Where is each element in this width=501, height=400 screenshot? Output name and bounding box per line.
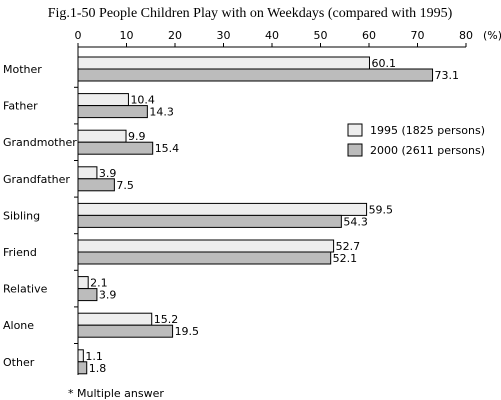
bar-2000 [77, 68, 434, 82]
category-label: Sibling [3, 209, 40, 222]
bar-2000 [77, 288, 98, 302]
x-tick-label: 40 [265, 29, 279, 42]
legend: 1995 (1825 persons) 2000 (2611 persons) [347, 123, 485, 157]
data-label: 73.1 [435, 69, 460, 82]
x-tick-label: 30 [217, 29, 231, 42]
data-label: 14.3 [149, 106, 174, 119]
bar-2000 [77, 214, 342, 228]
data-label: 54.3 [343, 215, 368, 228]
bar-2000 [77, 361, 88, 375]
category-label: Friend [3, 246, 37, 259]
data-label: 3.9 [99, 167, 117, 180]
data-label: 9.9 [128, 130, 146, 143]
category-label: Alone [3, 319, 34, 332]
footnote: * Multiple answer [68, 387, 164, 400]
axis: 0 10 20 30 40 50 60 70 80 (%) Mother Father Grandmot… [3, 29, 501, 375]
legend-label: 1995 (1825 persons) [370, 124, 485, 137]
bar-1995 [77, 312, 153, 326]
bar-2000 [77, 141, 154, 155]
bar-1995 [77, 239, 335, 253]
bar-2000 [77, 251, 332, 265]
bar-1995 [77, 93, 129, 107]
data-label: 1.8 [89, 362, 107, 375]
x-tick-label: 80 [459, 29, 473, 42]
data-label: 15.4 [155, 142, 180, 155]
bar-1995 [77, 56, 370, 70]
legend-label: 2000 (2611 persons) [370, 144, 485, 157]
bar-1995 [77, 276, 89, 290]
x-tick-label: 20 [168, 29, 182, 42]
unit-label: (%) [483, 29, 501, 42]
data-label: 10.4 [130, 94, 155, 107]
bar-1995 [77, 202, 368, 216]
data-label: 19.5 [175, 325, 200, 338]
data-label: 3.9 [99, 289, 117, 302]
data-label: 2.1 [90, 277, 108, 290]
bar-1995 [77, 166, 98, 180]
bar-2000 [77, 324, 174, 338]
chart-title: Fig.1-50 People Children Play with on We… [48, 6, 453, 21]
category-label: Relative [3, 283, 48, 296]
data-label: 60.1 [371, 57, 396, 70]
category-label: Grandmother [3, 136, 77, 149]
data-label: 59.5 [369, 203, 394, 216]
bar-2000 [77, 178, 115, 192]
bar-1995 [77, 129, 127, 143]
data-label: 15.2 [154, 313, 179, 326]
data-label: 52.1 [333, 252, 358, 265]
x-tick-label: 0 [75, 29, 82, 42]
x-tick-label: 50 [314, 29, 328, 42]
data-label: 52.7 [336, 240, 361, 253]
category-label: Grandfather [3, 173, 70, 186]
data-label: 1.1 [85, 350, 103, 363]
category-label: Other [3, 356, 35, 369]
bar-2000 [77, 105, 148, 119]
bar-1995 [77, 349, 84, 363]
x-tick-label: 70 [411, 29, 425, 42]
x-tick-label: 60 [362, 29, 376, 42]
legend-swatch [347, 143, 363, 157]
bars: 60.173.110.414.39.915.43.97.559.554.352.… [77, 56, 460, 375]
data-label: 7.5 [116, 179, 134, 192]
category-label: Father [3, 100, 38, 113]
x-tick-label: 10 [120, 29, 134, 42]
legend-swatch [347, 123, 363, 137]
category-label: Mother [3, 63, 42, 76]
